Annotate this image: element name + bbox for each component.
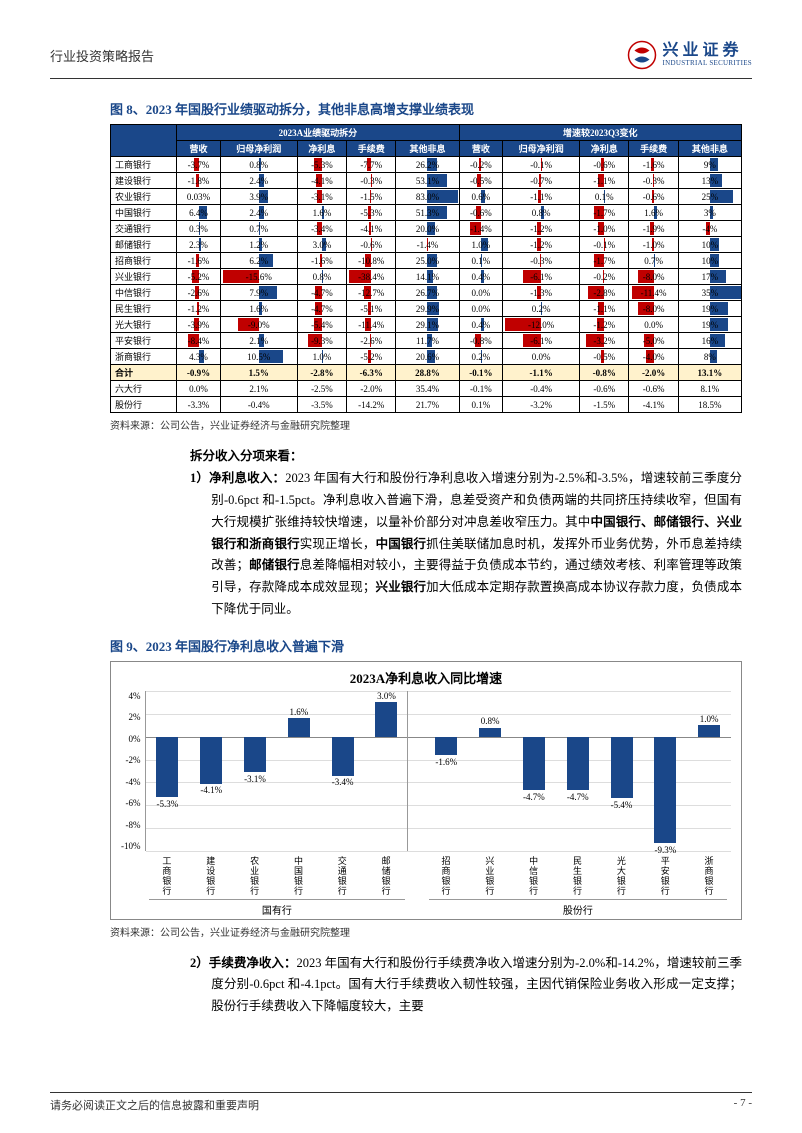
fig8-source: 资料来源：公司公告，兴业证券经济与金融研究院整理 xyxy=(110,417,752,432)
fig9-chart-title: 2023A净利息收入同比增速 xyxy=(111,662,741,689)
logo-text-en: INDUSTRIAL SECURITIES xyxy=(663,60,752,68)
x-axis-groups: 国有行股份行 xyxy=(145,899,741,919)
fig9-chart: 2023A净利息收入同比增速 4%2%0%-2%-4%-6%-8%-10% -5… xyxy=(110,661,742,920)
section2: 2）手续费净收入：2023 年国有大行和股份行手续费净收入增速分别为-2.0%和… xyxy=(190,953,742,1019)
logo-text-cn: 兴业证券 xyxy=(663,42,752,60)
fig9-source: 资料来源：公司公告，兴业证券经济与金融研究院整理 xyxy=(110,924,752,939)
page-number: - 7 - xyxy=(734,1097,752,1113)
section2-para: 2）手续费净收入：2023 年国有大行和股份行手续费净收入增速分别为-2.0%和… xyxy=(211,953,742,1019)
y-axis: 4%2%0%-2%-4%-6%-8%-10% xyxy=(121,691,145,851)
fig9-title: 图 9、2023 年国股行净利息收入普遍下滑 xyxy=(110,636,752,655)
logo-icon xyxy=(627,40,657,70)
x-axis-labels: 工商银行建设银行农业银行中国银行交通银行邮储银行招商银行兴业银行中信银行民生银行… xyxy=(145,855,741,899)
section1-subtitle: 拆分收入分项来看： xyxy=(190,446,742,468)
section1-para1: 1）净利息收入：2023 年国有大行和股份行净利息收入增速分别为-2.5%和-3… xyxy=(211,468,742,621)
fig8-title: 图 8、2023 年国股行业绩驱动拆分，其他非息高增支撑业绩表现 xyxy=(110,99,752,118)
page-footer: 请务必阅读正文之后的信息披露和重要声明 - 7 - xyxy=(50,1092,752,1113)
header-title: 行业投资策略报告 xyxy=(50,46,154,65)
logo: 兴业证券 INDUSTRIAL SECURITIES xyxy=(627,40,752,70)
page-header: 行业投资策略报告 兴业证券 INDUSTRIAL SECURITIES xyxy=(50,40,752,79)
chart-plot: -5.3%-4.1%-3.1%1.6%-3.4%3.0%-1.6%0.8%-4.… xyxy=(145,691,732,851)
section1: 拆分收入分项来看： 1）净利息收入：2023 年国有大行和股份行净利息收入增速分… xyxy=(190,446,742,621)
footer-disclaimer: 请务必阅读正文之后的信息披露和重要声明 xyxy=(50,1097,259,1113)
fig8-table: 2023A业绩驱动拆分增速较2023Q3变化营收归母净利润净利息手续费其他非息营… xyxy=(110,124,742,413)
